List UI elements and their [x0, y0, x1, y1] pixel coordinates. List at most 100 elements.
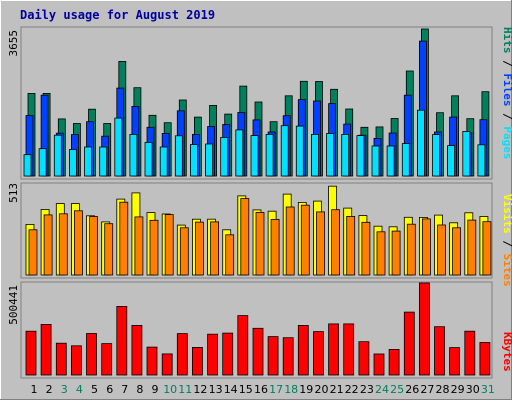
- bar-sites-day-24: [376, 231, 386, 276]
- bar-kbytes-day-21: [328, 323, 340, 376]
- x-label-day-29: 29: [451, 383, 465, 396]
- bar-kbytes-day-25: [388, 348, 400, 376]
- legend-kbytes: KBytes: [501, 332, 512, 372]
- x-label-day-30: 30: [466, 383, 480, 396]
- bar-pages-day-15: [235, 129, 244, 177]
- bar-sites-day-13: [210, 221, 220, 276]
- bar-kbytes-day-7: [116, 305, 128, 376]
- bar-pages-day-30: [462, 130, 471, 177]
- x-label-day-7: 7: [121, 383, 128, 396]
- bar-pages-day-23: [356, 135, 365, 177]
- bar-kbytes-day-26: [403, 311, 415, 376]
- bar-sites-day-3: [58, 213, 68, 276]
- bar-pages-day-6: [99, 146, 108, 177]
- bar-pages-day-20: [311, 133, 319, 177]
- bar-pages-day-21: [326, 132, 335, 177]
- bar-kbytes-day-11: [176, 333, 188, 376]
- bar-pages-day-11: [174, 135, 183, 177]
- bar-pages-day-10: [159, 146, 168, 177]
- bar-kbytes-day-1: [25, 330, 37, 376]
- bar-pages-day-22: [341, 133, 350, 177]
- legend-sep-2: /: [501, 107, 512, 127]
- bar-kbytes-day-6: [101, 343, 113, 376]
- bar-pages-day-16: [250, 135, 259, 177]
- x-label-day-13: 13: [209, 383, 223, 396]
- bar-sites-day-14: [225, 234, 235, 276]
- bar-kbytes-day-16: [252, 327, 264, 376]
- bar-kbytes-day-17: [267, 336, 279, 376]
- x-label-day-15: 15: [239, 383, 253, 396]
- bar-pages-day-8: [129, 133, 138, 177]
- x-label-day-10: 10: [163, 383, 177, 396]
- bar-pages-day-4: [69, 149, 77, 177]
- bar-kbytes-day-27: [418, 282, 430, 376]
- bar-sites-day-7: [119, 201, 129, 276]
- bar-sites-day-8: [134, 216, 144, 276]
- legend-files: Files: [501, 73, 512, 106]
- bar-sites-day-29: [452, 227, 462, 276]
- x-label-day-23: 23: [360, 383, 374, 396]
- bar-sites-day-17: [270, 218, 280, 276]
- bar-pages-day-2: [38, 148, 47, 177]
- bar-layer: [23, 28, 492, 376]
- x-label-day-24: 24: [375, 383, 389, 396]
- bar-pages-day-7: [114, 117, 123, 177]
- bar-sites-day-10: [164, 214, 174, 276]
- x-label-day-21: 21: [330, 383, 344, 396]
- bar-pages-day-25: [386, 145, 395, 177]
- bar-kbytes-day-23: [358, 341, 370, 376]
- x-label-day-20: 20: [315, 383, 329, 396]
- bar-pages-day-12: [189, 144, 198, 177]
- x-label-day-27: 27: [420, 383, 434, 396]
- legend-hits-files-pages: Hits / Files / Pages: [501, 27, 512, 160]
- bar-sites-day-27: [421, 218, 431, 276]
- bar-sites-day-4: [74, 210, 83, 276]
- bar-sites-day-31: [482, 221, 492, 276]
- x-label-day-17: 17: [269, 383, 283, 396]
- bar-sites-day-28: [437, 224, 446, 276]
- bar-sites-day-9: [149, 219, 159, 276]
- bar-kbytes-day-22: [343, 323, 355, 376]
- x-label-day-25: 25: [390, 383, 404, 396]
- x-label-day-12: 12: [193, 383, 207, 396]
- bar-pages-day-1: [23, 154, 32, 177]
- x-label-day-22: 22: [345, 383, 359, 396]
- legend-sep-1: /: [501, 54, 512, 74]
- bar-sites-day-20: [316, 211, 325, 276]
- bar-pages-day-5: [84, 146, 92, 177]
- bar-pages-day-19: [295, 125, 304, 177]
- x-label-day-5: 5: [91, 383, 98, 396]
- bar-pages-day-18: [280, 125, 289, 177]
- x-label-day-26: 26: [405, 383, 419, 396]
- bar-pages-day-29: [447, 145, 456, 177]
- bar-kbytes-day-24: [373, 353, 385, 376]
- legend-sep-3: /: [501, 234, 512, 254]
- bar-sites-day-15: [240, 198, 250, 276]
- legend-visits-sites: Visits / Sites: [501, 194, 512, 287]
- bar-sites-day-1: [28, 229, 38, 276]
- x-label-day-4: 4: [76, 383, 83, 396]
- bar-sites-day-16: [255, 211, 265, 276]
- bar-sites-day-25: [391, 230, 401, 276]
- bar-kbytes-day-9: [146, 346, 158, 376]
- x-label-day-9: 9: [152, 383, 159, 396]
- bar-pages-day-17: [265, 133, 274, 177]
- x-label-day-19: 19: [299, 383, 313, 396]
- legend-hits: Hits: [501, 27, 512, 54]
- bar-sites-day-5: [89, 216, 98, 276]
- bar-sites-day-19: [300, 204, 310, 276]
- bar-sites-day-26: [406, 223, 416, 276]
- bar-sites-day-21: [331, 209, 341, 276]
- bar-pages-day-31: [477, 144, 486, 177]
- bar-pages-day-24: [371, 145, 380, 177]
- legend-kbytes-group: KBytes: [501, 332, 512, 372]
- bar-kbytes-day-4: [71, 345, 82, 376]
- bar-kbytes-day-20: [313, 331, 324, 376]
- bar-kbytes-day-29: [449, 347, 461, 376]
- bar-sites-day-11: [179, 227, 189, 276]
- bar-pages-day-14: [220, 136, 229, 177]
- bar-kbytes-day-10: [161, 353, 173, 376]
- bar-kbytes-day-5: [86, 333, 97, 376]
- bar-kbytes-day-18: [282, 337, 294, 376]
